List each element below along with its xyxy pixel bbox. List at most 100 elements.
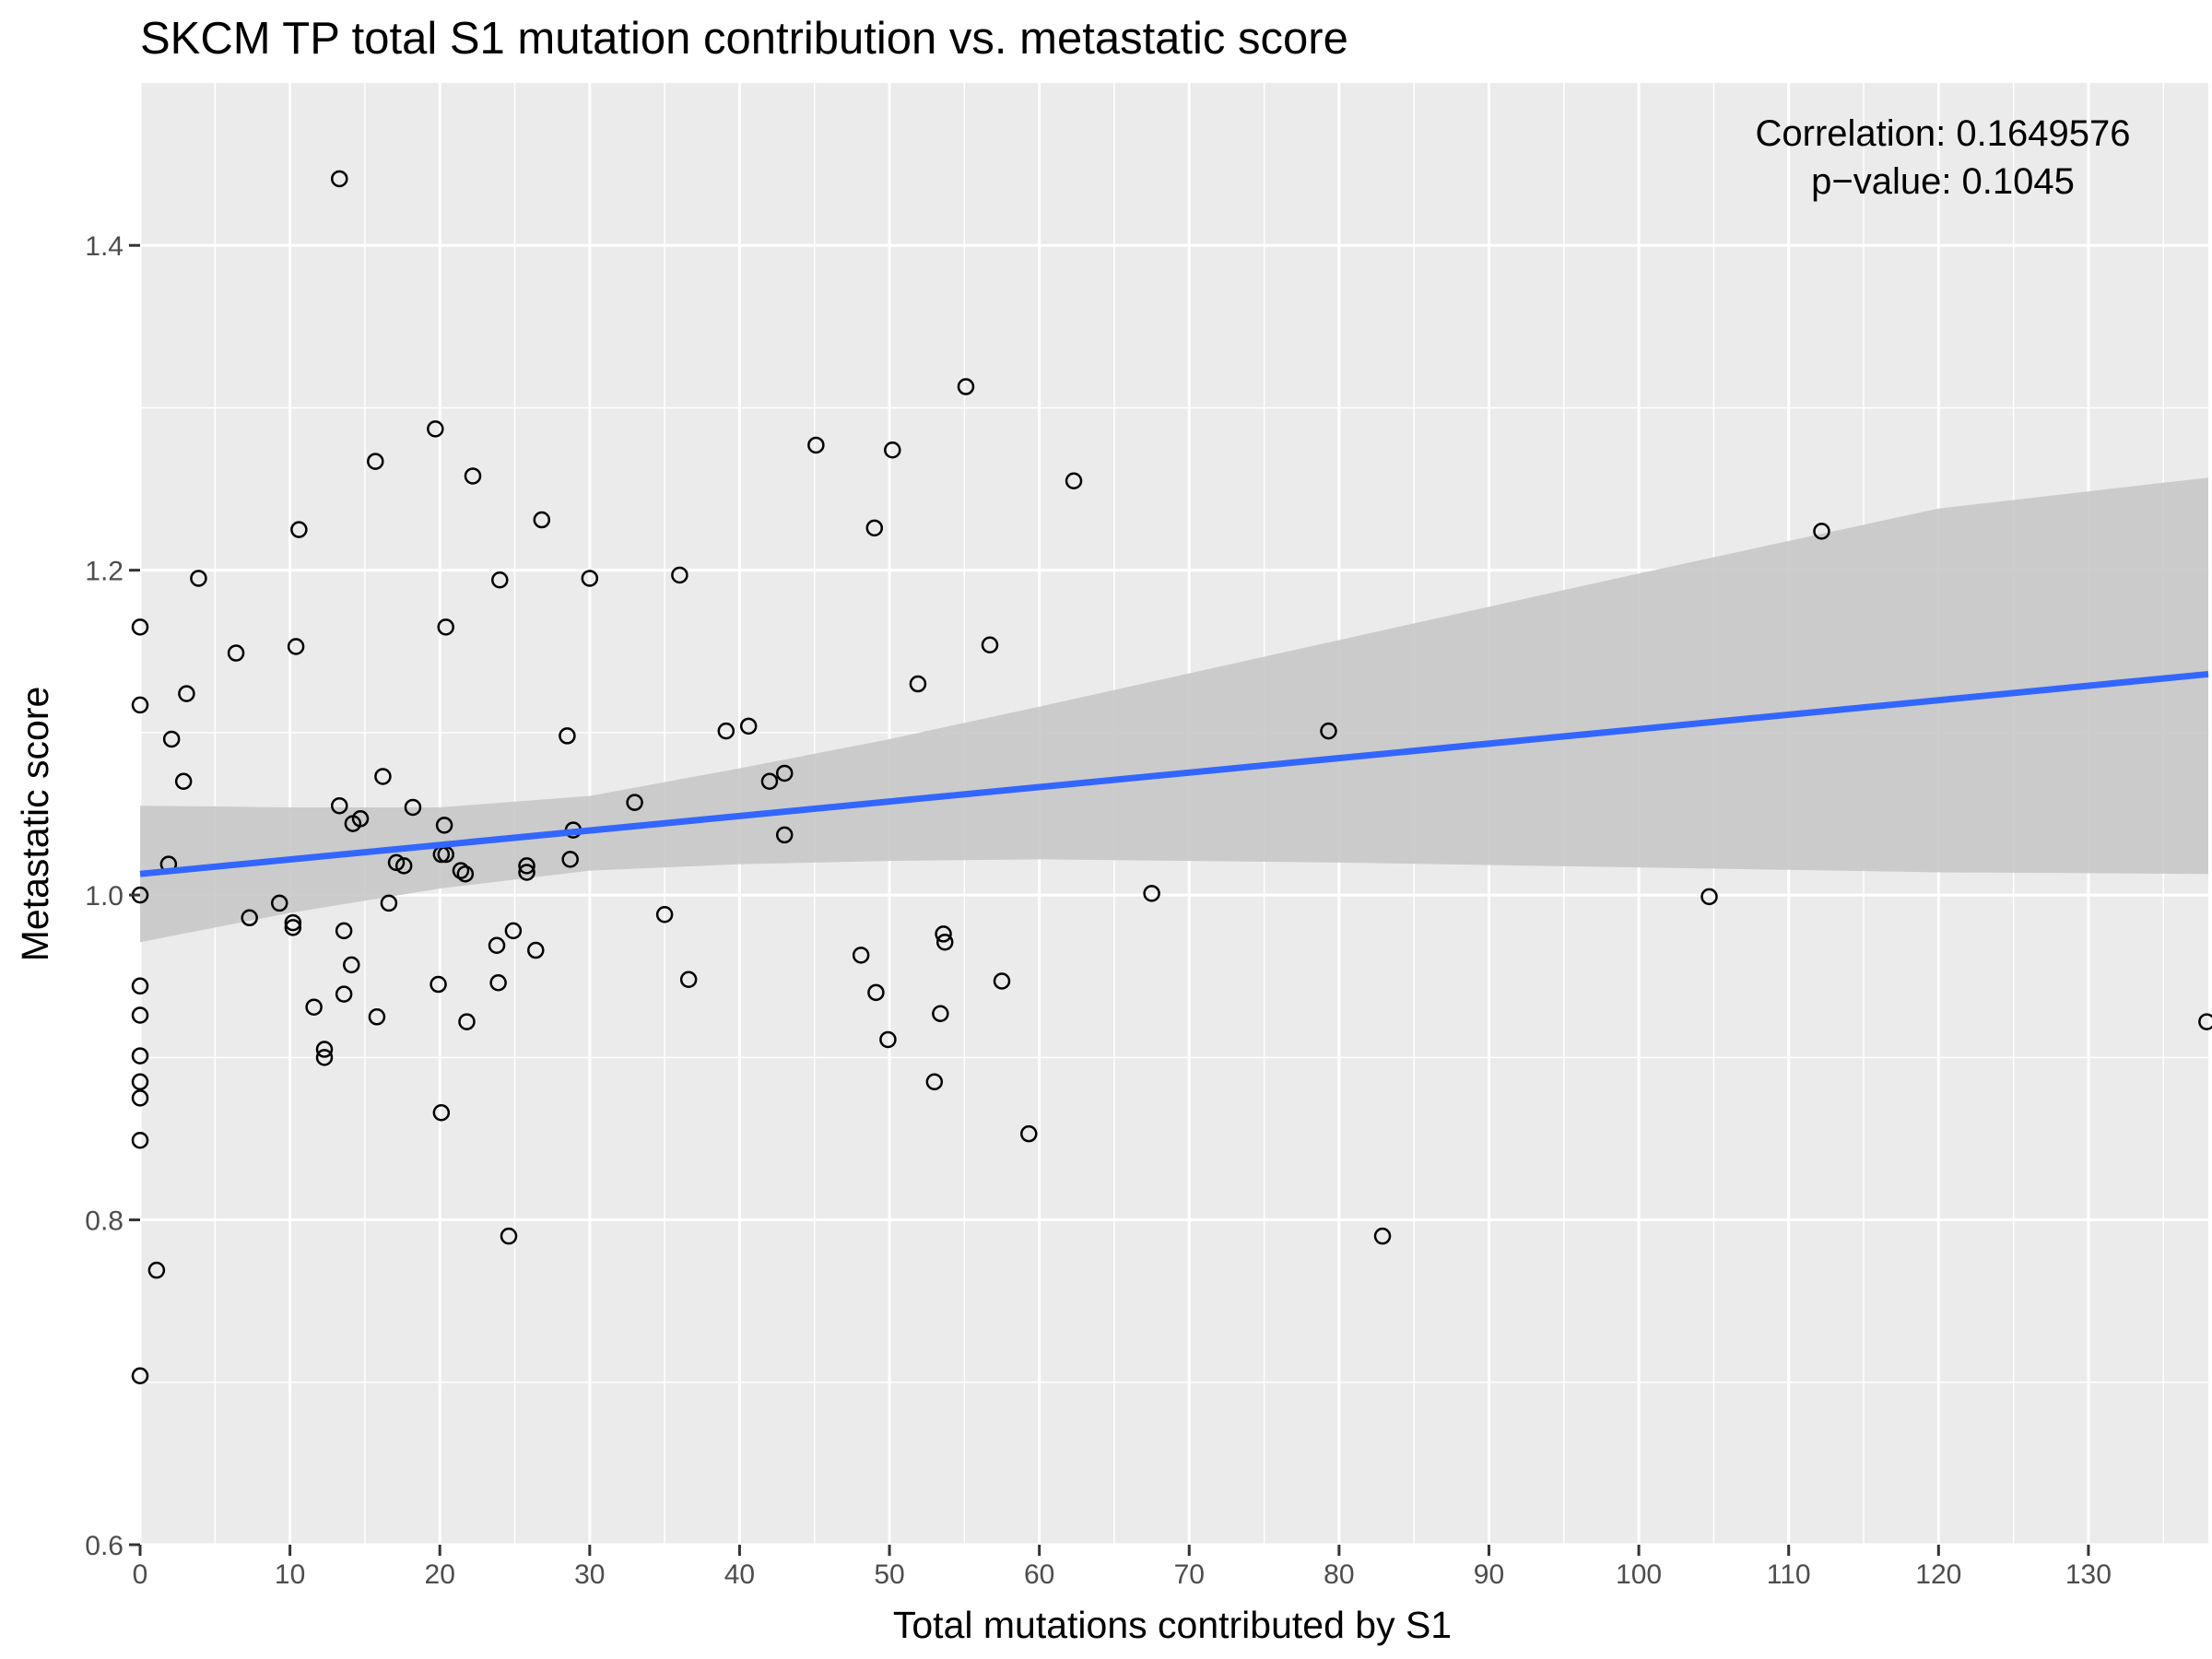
data-point [981,636,999,653]
x-tick-label: 30 [574,1559,605,1590]
data-point [775,764,794,782]
data-point [315,1041,334,1058]
data-point [993,972,1011,990]
data-point [437,618,454,636]
y-axis-ticks: 0.6 0.8 1.0 1.2 1.4 [85,231,140,1561]
data-point [717,722,735,740]
data-point [131,618,149,636]
data-point [879,1030,897,1049]
y-tick-label: 1.0 [85,881,124,912]
y-tick-label: 1.2 [85,557,124,587]
data-point [1065,472,1083,489]
data-point [655,906,674,924]
data-point [367,453,384,470]
data-point [464,467,482,485]
data-point [131,1006,149,1024]
data-point [178,685,195,702]
data-point [1700,888,1718,906]
x-axis-ticks: 0 10 20 30 40 50 60 70 80 90 100 110 120 130 [133,1545,2112,1590]
data-point [427,420,444,438]
data-point [435,817,453,834]
x-tick-label: 90 [1474,1559,1504,1590]
x-tick-label: 100 [1616,1559,1662,1590]
data-point [1813,523,1830,540]
data-point [429,975,447,994]
data-point [775,826,794,844]
data-point [489,974,507,992]
data-point [270,894,288,912]
data-point [456,865,475,883]
data-point [2198,1013,2212,1030]
data-point [559,727,576,745]
data-point [374,768,392,785]
data-point [1373,1227,1392,1245]
x-tick-label: 60 [1024,1559,1054,1590]
data-point [147,1261,166,1279]
data-point [331,796,348,815]
data-point [1320,722,1337,740]
regression-line [139,670,2209,877]
x-tick-label: 20 [425,1559,455,1590]
data-point [909,675,927,693]
y-tick-label: 1.4 [85,231,124,262]
x-tick-label: 40 [724,1559,755,1590]
y-tick-label: 0.6 [85,1531,124,1561]
data-point [867,983,885,1002]
y-tick-label: 0.8 [85,1206,124,1237]
data-point [287,638,305,655]
data-point [335,922,353,940]
data-point [626,794,643,811]
data-point [290,521,308,538]
data-point [131,977,149,995]
data-point [518,864,535,881]
data-point [533,511,551,529]
data-point [807,436,825,454]
data-point [368,1008,386,1026]
data-point [504,922,523,940]
x-tick-label: 0 [133,1559,148,1590]
data-point [351,810,370,828]
data-point [518,857,535,875]
data-point [581,570,599,587]
data-point [131,1073,149,1091]
data-point [343,956,360,974]
data-point [131,1367,149,1384]
data-point [162,730,181,748]
data-point [315,1049,334,1066]
data-point [241,909,258,927]
x-tick-label: 120 [1915,1559,1961,1590]
data-point [739,717,758,735]
data-point [131,1047,149,1065]
data-point [404,798,422,817]
data-point [865,519,884,537]
data-point [458,1013,476,1030]
data-point [561,851,579,868]
x-tick-label: 80 [1324,1559,1354,1590]
x-axis-title: Total mutations contributed by S1 [893,1604,1452,1646]
data-point [760,772,779,791]
data-point [331,170,348,188]
data-point [335,985,353,1003]
correlation-annotation: Correlation: 0.1649576 [1756,113,2131,154]
y-axis-title: Metastatic score [14,687,56,962]
data-point [174,772,193,791]
x-tick-label: 50 [874,1559,904,1590]
data-point [935,925,952,943]
data-point [1143,885,1160,902]
data-point [131,696,149,714]
chart-title: SKCM TP total S1 mutation contribution v… [140,14,1348,64]
data-point [284,913,302,932]
data-point [432,1103,451,1122]
data-point [387,853,406,872]
data-point [488,936,506,954]
data-point [500,1227,518,1245]
x-tick-label: 130 [2065,1559,2112,1590]
data-point [305,998,323,1016]
x-tick-label: 70 [1174,1559,1205,1590]
data-point [131,1131,149,1149]
data-point [452,862,470,879]
data-points [131,170,2212,1384]
data-point [1020,1124,1038,1143]
